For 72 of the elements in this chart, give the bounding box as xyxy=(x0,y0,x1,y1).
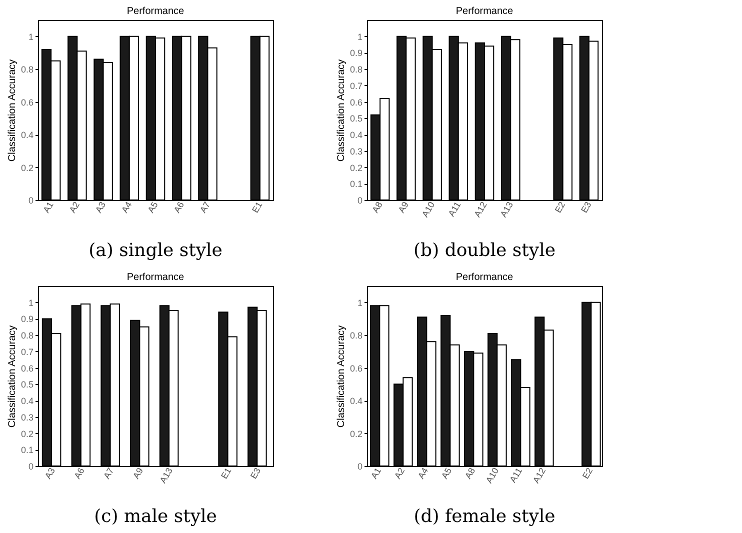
y-tick-label: 0.9 xyxy=(20,314,34,324)
x-tick-label: A6 xyxy=(172,200,186,215)
y-tick-label: 1 xyxy=(357,298,362,308)
text: (b) double style xyxy=(414,240,556,261)
y-tick-label: 1 xyxy=(28,298,34,308)
y-tick-label: 0.5 xyxy=(350,114,362,124)
x-tick-label: A9 xyxy=(130,466,146,481)
y-tick-label: 0 xyxy=(28,196,34,206)
y-tick-label: 0.7 xyxy=(350,80,362,91)
x-tick-label: A2 xyxy=(67,200,82,215)
y-tick-label: 0.6 xyxy=(350,97,362,108)
x-tick-label: A8 xyxy=(462,466,478,481)
y-tick-label: 0.4 xyxy=(350,130,362,140)
x-tick-label: A2 xyxy=(392,466,407,481)
y-tick-label: 0.3 xyxy=(350,146,362,156)
y-tick-label: 0.8 xyxy=(20,64,34,75)
y-tick-label: 0.9 xyxy=(350,48,362,58)
chart-title: Performance xyxy=(456,272,514,283)
y-tick-label: 0.7 xyxy=(20,346,34,357)
y-tick-label: 0.1 xyxy=(350,179,362,190)
x-tick-label: A4 xyxy=(416,466,430,481)
chart-title: Performance xyxy=(126,6,185,17)
y-axis-title: Classification Accuracy xyxy=(336,59,347,162)
x-tick-label: A11 xyxy=(508,466,524,484)
x-tick-label: A7 xyxy=(102,466,116,481)
text: (c) male style xyxy=(94,506,217,527)
chart-title: Performance xyxy=(456,6,514,17)
y-axis-title: Classification Accuracy xyxy=(6,325,18,428)
x-tick-label: A3 xyxy=(42,466,58,481)
x-tick-label: E1 xyxy=(219,466,234,481)
x-tick-label: A3 xyxy=(93,200,108,215)
text: (d) female style xyxy=(414,506,556,527)
y-tick-label: 0 xyxy=(357,462,362,472)
x-tick-label: A1 xyxy=(41,200,56,215)
text: (a) single style xyxy=(88,240,222,261)
x-tick-label: A1 xyxy=(368,466,384,481)
y-tick-label: 0.6 xyxy=(20,97,34,108)
x-tick-label: A7 xyxy=(198,200,212,215)
x-tick-label: E2 xyxy=(580,466,595,481)
y-tick-label: 1 xyxy=(357,32,362,42)
x-tick-label: A8 xyxy=(370,200,384,215)
x-tick-label: A5 xyxy=(146,200,160,215)
x-tick-label: E3 xyxy=(579,200,594,215)
y-tick-label: 0.3 xyxy=(20,412,34,422)
x-tick-label: A4 xyxy=(120,200,134,215)
y-axis-title: Classification Accuracy xyxy=(6,59,18,162)
x-tick-label: A6 xyxy=(72,466,86,481)
x-tick-label: E2 xyxy=(552,200,568,215)
y-tick-label: 0.8 xyxy=(350,64,362,75)
y-tick-label: 0.8 xyxy=(350,330,362,341)
y-tick-label: 0.2 xyxy=(20,162,34,173)
x-tick-label: E1 xyxy=(250,200,264,215)
y-tick-label: 0.4 xyxy=(350,396,362,406)
y-tick-label: 0.2 xyxy=(20,428,34,439)
y-tick-label: 0.1 xyxy=(20,445,34,456)
y-tick-label: 0.4 xyxy=(20,396,34,406)
y-tick-label: 0.2 xyxy=(350,162,362,173)
y-tick-label: 0.8 xyxy=(20,330,34,341)
x-tick-label: A9 xyxy=(396,200,410,215)
chart-title: Performance xyxy=(126,272,185,283)
y-tick-label: 0.5 xyxy=(20,380,34,390)
y-tick-label: 0 xyxy=(357,196,362,206)
y-tick-label: 1 xyxy=(28,32,34,42)
y-tick-label: 0 xyxy=(28,462,34,472)
y-tick-label: 0.2 xyxy=(350,428,362,439)
y-axis-title: Classification Accuracy xyxy=(336,325,347,428)
y-tick-label: 0.6 xyxy=(350,363,362,374)
y-tick-label: 0.4 xyxy=(20,130,34,140)
y-tick-label: 0.6 xyxy=(20,363,34,374)
x-tick-label: A5 xyxy=(439,466,454,481)
x-tick-label: A11 xyxy=(446,200,463,218)
x-tick-label: E3 xyxy=(248,466,263,481)
